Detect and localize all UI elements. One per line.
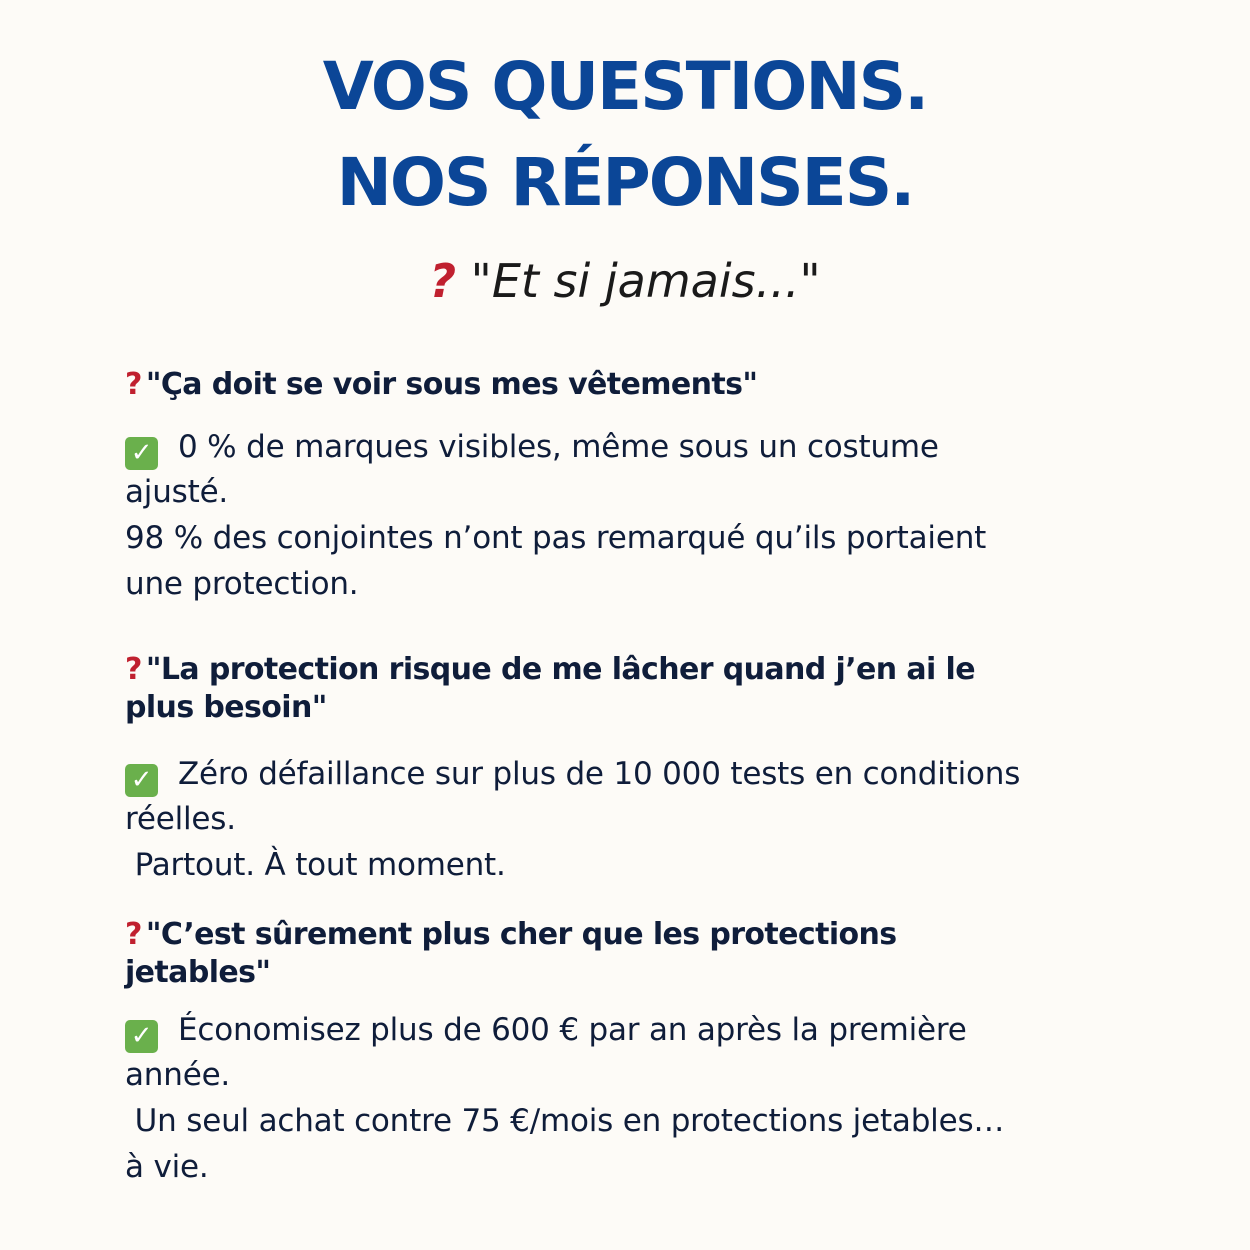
faq-answer-line: une protection. xyxy=(125,566,359,602)
answer-text: Partout. À tout moment. xyxy=(125,847,506,883)
subtitle: ? "Et si jamais..." xyxy=(0,258,1250,304)
check-mark-icon: ✓ xyxy=(125,437,158,470)
question-text: "C’est sûrement plus cher que les protec… xyxy=(145,917,897,952)
faq-answer-line: ajusté. xyxy=(125,477,228,508)
faq-question-line: plus besoin" xyxy=(125,693,327,723)
answer-text: 0 % de marques visibles, même sous un co… xyxy=(178,429,939,465)
faq-answer-line: ✓ 0 % de marques visibles, même sous un c… xyxy=(125,432,939,470)
faq-question-line: ? "Ça doit se voir sous mes vêtements" xyxy=(125,367,758,402)
answer-text: réelles. xyxy=(125,801,236,837)
faq-question-line: ? "La protection risque de me lâcher quan… xyxy=(125,652,976,687)
question-mark-icon: ? xyxy=(125,367,142,402)
question-text: plus besoin" xyxy=(125,690,327,725)
question-text: jetables" xyxy=(125,955,271,990)
question-mark-icon: ? xyxy=(125,917,142,952)
question-text: "Ça doit se voir sous mes vêtements" xyxy=(145,367,758,402)
faq-answer-line: réelles. xyxy=(125,804,236,835)
faq-answer-line: 98 % des conjointes n’ont pas remarqué q… xyxy=(125,523,986,554)
faq-question-line: jetables" xyxy=(125,955,271,990)
page-title-line-1: VOS QUESTIONS. xyxy=(322,48,929,125)
answer-text: 98 % des conjointes n’ont pas remarqué q… xyxy=(125,520,987,556)
answer-text: ajusté. xyxy=(125,474,229,510)
answer-text: Un seul achat contre 75 €/mois en protec… xyxy=(125,1103,1005,1139)
subtitle-text: "Et si jamais..." xyxy=(470,254,821,308)
question-text: "La protection risque de me lâcher quand… xyxy=(145,652,976,687)
page-title-line-2: NOS RÉPONSES. xyxy=(336,144,916,221)
question-mark-icon: ? xyxy=(125,652,142,687)
faq-answer-line: Un seul achat contre 75 €/mois en protec… xyxy=(125,1103,1005,1139)
faq-answer-line: ✓ Économisez plus de 600 € par an après l… xyxy=(125,1015,967,1053)
answer-text: une protection. xyxy=(125,566,359,602)
answer-text: année. xyxy=(125,1057,231,1093)
answer-text: à vie. xyxy=(125,1149,209,1185)
answer-text: Économisez plus de 600 € par an après la… xyxy=(178,1012,967,1048)
faq-question-line: ? "C’est sûrement plus cher que les prote… xyxy=(125,920,897,950)
answer-text: Zéro défaillance sur plus de 10 000 test… xyxy=(178,756,1021,792)
faq-answer-line: Partout. À tout moment. xyxy=(125,850,506,881)
faq-answer-line: année. xyxy=(125,1060,230,1091)
faq-answer-line: à vie. xyxy=(125,1152,209,1183)
faq-answer-line: ✓ Zéro défaillance sur plus de 10 000 tes… xyxy=(125,759,1020,797)
question-mark-icon: ? xyxy=(429,254,457,308)
check-mark-icon: ✓ xyxy=(125,1020,158,1053)
check-mark-icon: ✓ xyxy=(125,764,158,797)
